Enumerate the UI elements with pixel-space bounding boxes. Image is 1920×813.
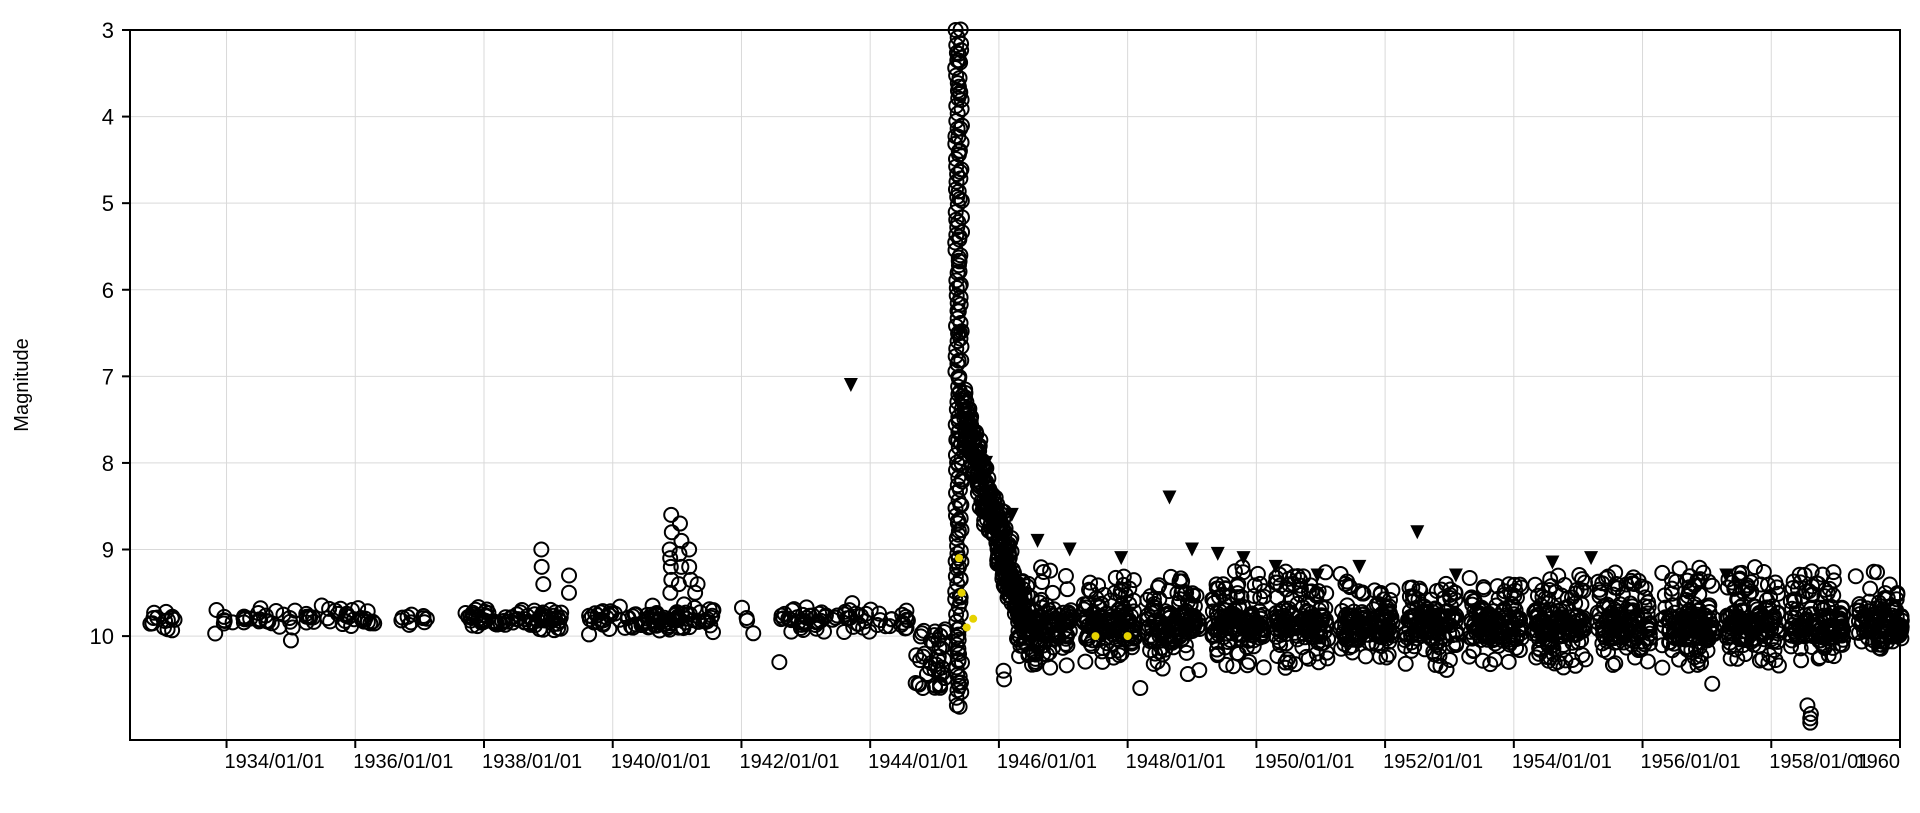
y-tick-label: 6 <box>102 278 114 303</box>
y-tick-label: 7 <box>102 364 114 389</box>
x-tick-label: 1950/01/01 <box>1254 751 1354 773</box>
x-tick-label: 1956/01/01 <box>1641 751 1741 773</box>
x-tick-label: 1942/01/01 <box>739 751 839 773</box>
x-tick-label: 1954/01/01 <box>1512 751 1612 773</box>
x-tick-label: 1946/01/01 <box>997 751 1097 773</box>
x-tick-label: 1944/01/01 <box>868 751 968 773</box>
y-tick-label: 3 <box>102 18 114 43</box>
x-tick-label: 1938/01/01 <box>482 751 582 773</box>
x-tick-label: 1948/01/01 <box>1126 751 1226 773</box>
x-tick-label: 1936/01/01 <box>353 751 453 773</box>
y-tick-label: 9 <box>102 538 114 563</box>
y-tick-label: 4 <box>102 105 114 130</box>
scatter-chart: 3 4 5 6 7 8 9 10 1934/01/01 1936/01/01 1938/01/01 1… <box>0 0 1920 813</box>
y-tick-label: 8 <box>102 451 114 476</box>
x-tick-label: 1960 <box>1856 751 1901 773</box>
x-tick-label: 1952/01/01 <box>1383 751 1483 773</box>
y-tick-label: 10 <box>90 624 114 649</box>
x-tick-label: 1940/01/01 <box>611 751 711 773</box>
y-tick-label: 5 <box>102 191 114 216</box>
chart-container: 3 4 5 6 7 8 9 10 1934/01/01 1936/01/01 1938/01/01 1… <box>0 0 1920 813</box>
x-tick-label: 1958/01/01 <box>1769 751 1869 773</box>
y-axis-title: Magnitude <box>11 338 33 431</box>
x-tick-label: 1934/01/01 <box>225 751 325 773</box>
